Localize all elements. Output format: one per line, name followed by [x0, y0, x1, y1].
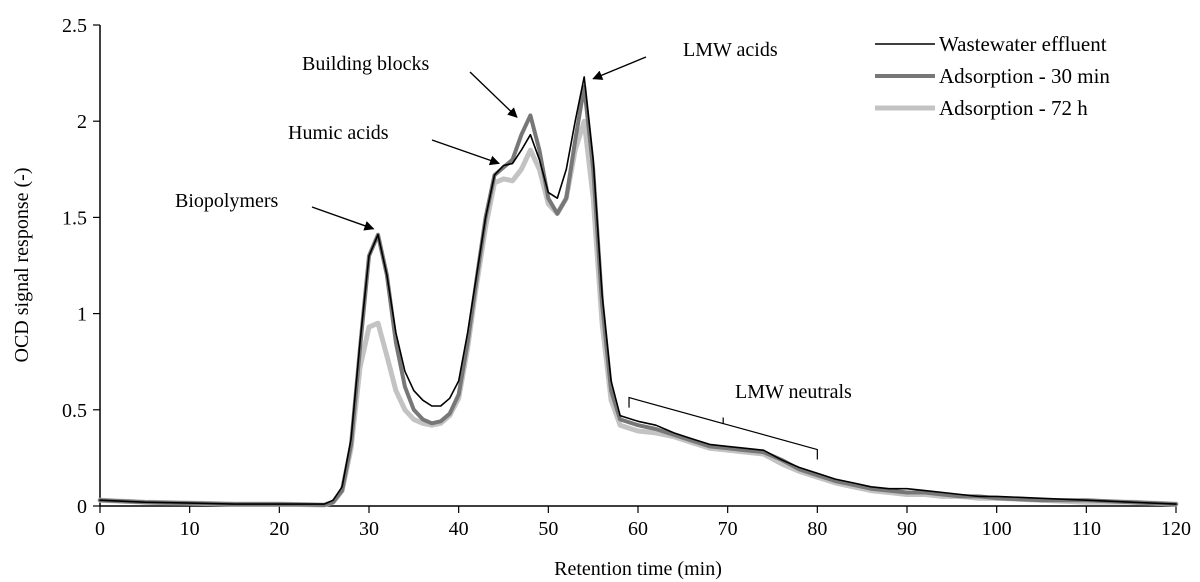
- annotation-arrow-humic: [431, 139, 500, 166]
- annotation-arrow-biopolymers: [311, 206, 375, 231]
- y-ticks: 0 0.5 1 1.5 2 2.5: [62, 15, 100, 518]
- legend-label: Adsorption - 72 h: [939, 96, 1088, 120]
- y-axis-title: OCD signal response (-): [11, 168, 33, 363]
- x-tick-label: 10: [180, 518, 200, 540]
- y-tick-label: 0: [77, 496, 87, 518]
- annotation-bracket-lmw_neutrals: [628, 396, 818, 460]
- x-tick-label: 0: [95, 518, 105, 540]
- annotation-arrow-lmw_acids: [592, 56, 647, 80]
- annotation-label-lmw_neutrals: LMW neutrals: [735, 381, 852, 403]
- annotations: Biopolymers Humic acids Building blocks LMW…: [175, 39, 852, 460]
- annotation-label-lmw_acids: LMW acids: [683, 39, 778, 61]
- x-tick-label: 80: [807, 518, 827, 540]
- y-tick-label: 2.5: [62, 15, 87, 37]
- x-tick-label: 40: [449, 518, 469, 540]
- x-ticks: 0 10 20 30 40 50 60 70 80 90 100 110 120: [95, 506, 1191, 540]
- series-line-adsorption-30-min: [98, 84, 1178, 507]
- series-group: [97, 76, 1179, 508]
- annotation-label-biopolymers: Biopolymers: [175, 190, 279, 212]
- y-tick-label: 0.5: [62, 400, 87, 422]
- legend-label: Adsorption - 30 min: [939, 64, 1110, 88]
- x-tick-label: 20: [269, 518, 289, 540]
- annotation-arrow-building: [469, 71, 518, 118]
- series-line-wastewater-effluent: [99, 76, 1177, 505]
- annotation-label-humic: Humic acids: [288, 122, 389, 144]
- x-tick-label: 60: [628, 518, 648, 540]
- x-tick-label: 50: [538, 518, 558, 540]
- annotation-label-building: Building blocks: [302, 53, 429, 75]
- x-axis-title: Retention time (min): [554, 558, 722, 580]
- x-tick-label: 30: [359, 518, 379, 540]
- x-tick-label: 90: [897, 518, 917, 540]
- y-tick-label: 1.5: [62, 207, 87, 229]
- legend: Wastewater effluent Adsorption - 30 min Ad…: [875, 32, 1110, 120]
- y-tick-label: 2: [77, 111, 87, 133]
- y-tick-label: 1: [77, 304, 87, 326]
- legend-label: Wastewater effluent: [939, 32, 1107, 56]
- x-tick-label: 120: [1161, 518, 1191, 540]
- x-tick-label: 110: [1072, 518, 1101, 540]
- series-line-adsorption-72-h: [97, 118, 1179, 508]
- x-tick-label: 70: [718, 518, 738, 540]
- x-tick-label: 100: [982, 518, 1012, 540]
